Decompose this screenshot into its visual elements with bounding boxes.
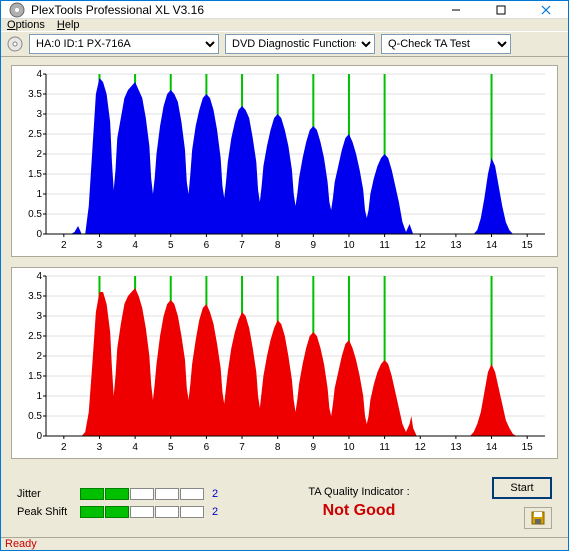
content-area: 00.511.522.533.5423456789101112131415 00… xyxy=(1,57,568,537)
chart-bottom: 0 0.5 1 1.5 2 2.5 3 3.5 4 2 3 4 5 6 7 8 9 10 11 12 13 14 15 xyxy=(11,267,558,459)
svg-text:0: 0 xyxy=(36,431,42,442)
peak-shift-label: Peak Shift xyxy=(17,506,72,518)
disc-icon xyxy=(7,36,23,52)
jitter-value: 2 xyxy=(212,488,226,500)
maximize-button[interactable] xyxy=(478,1,523,18)
segment xyxy=(155,488,179,500)
metrics: Jitter 2 Peak Shift 2 xyxy=(17,488,226,518)
segment xyxy=(155,506,179,518)
segment xyxy=(105,488,129,500)
svg-text:3.5: 3.5 xyxy=(28,89,42,100)
svg-text:1.5: 1.5 xyxy=(28,169,42,180)
app-window: PlexTools Professional XL V3.16 Options … xyxy=(0,0,569,551)
segment xyxy=(180,488,204,500)
svg-text:6: 6 xyxy=(204,240,210,251)
window-title: PlexTools Professional XL V3.16 xyxy=(31,3,433,17)
svg-text:1.5: 1.5 xyxy=(28,371,42,382)
svg-text:10: 10 xyxy=(343,442,355,453)
quality-label: TA Quality Indicator : xyxy=(246,486,472,498)
svg-text:14: 14 xyxy=(486,442,498,453)
menu-help[interactable]: Help xyxy=(57,19,80,31)
statusbar: Ready xyxy=(1,537,568,550)
segment xyxy=(180,506,204,518)
svg-text:3: 3 xyxy=(97,442,103,453)
segment xyxy=(130,506,154,518)
svg-text:4: 4 xyxy=(36,271,42,282)
menubar: Options Help xyxy=(1,19,568,31)
bottom-panel: Jitter 2 Peak Shift 2 TA Quality Indicat… xyxy=(11,469,558,533)
titlebar: PlexTools Professional XL V3.16 xyxy=(1,1,568,19)
svg-text:5: 5 xyxy=(168,442,174,453)
svg-text:3.5: 3.5 xyxy=(28,291,42,302)
svg-text:8: 8 xyxy=(275,442,281,453)
function-select[interactable]: DVD Diagnostic Functions xyxy=(225,34,375,54)
window-controls xyxy=(433,1,568,18)
svg-text:8: 8 xyxy=(275,240,281,251)
svg-text:2: 2 xyxy=(61,240,67,251)
svg-text:4: 4 xyxy=(132,442,138,453)
segment xyxy=(105,506,129,518)
jitter-label: Jitter xyxy=(17,488,72,500)
svg-text:12: 12 xyxy=(415,442,427,453)
quality-indicator: TA Quality Indicator : Not Good xyxy=(246,486,472,520)
save-icon-button[interactable] xyxy=(524,507,552,529)
svg-text:1: 1 xyxy=(36,391,42,402)
svg-text:0: 0 xyxy=(36,229,42,240)
segment xyxy=(80,506,104,518)
svg-text:10: 10 xyxy=(343,240,355,251)
svg-text:7: 7 xyxy=(239,442,245,453)
svg-text:6: 6 xyxy=(204,442,210,453)
status-text: Ready xyxy=(5,538,37,550)
svg-text:11: 11 xyxy=(379,442,390,453)
svg-text:3: 3 xyxy=(97,240,103,251)
svg-text:2: 2 xyxy=(61,442,67,453)
action-buttons: Start xyxy=(492,477,552,529)
svg-text:2: 2 xyxy=(36,149,42,160)
svg-text:12: 12 xyxy=(415,240,427,251)
svg-text:0.5: 0.5 xyxy=(28,411,42,422)
svg-text:3: 3 xyxy=(36,311,42,322)
svg-text:3: 3 xyxy=(36,109,42,120)
close-button[interactable] xyxy=(523,1,568,18)
jitter-segments xyxy=(80,488,204,500)
minimize-button[interactable] xyxy=(433,1,478,18)
svg-text:5: 5 xyxy=(168,240,174,251)
svg-text:2.5: 2.5 xyxy=(28,331,42,342)
svg-text:2.5: 2.5 xyxy=(28,129,42,140)
toolbar: HA:0 ID:1 PX-716A DVD Diagnostic Functio… xyxy=(1,31,568,57)
save-icon xyxy=(531,511,545,525)
svg-text:14: 14 xyxy=(486,240,498,251)
svg-text:9: 9 xyxy=(311,442,317,453)
svg-text:15: 15 xyxy=(522,240,534,251)
app-icon xyxy=(9,2,25,18)
test-select[interactable]: Q-Check TA Test xyxy=(381,34,511,54)
quality-value: Not Good xyxy=(246,502,472,520)
svg-text:4: 4 xyxy=(132,240,138,251)
svg-text:7: 7 xyxy=(239,240,245,251)
start-button[interactable]: Start xyxy=(492,477,552,499)
svg-text:4: 4 xyxy=(36,69,42,80)
drive-select[interactable]: HA:0 ID:1 PX-716A xyxy=(29,34,219,54)
svg-text:15: 15 xyxy=(522,442,534,453)
svg-text:13: 13 xyxy=(450,240,462,251)
peak-shift-value: 2 xyxy=(212,506,226,518)
segment xyxy=(80,488,104,500)
svg-text:11: 11 xyxy=(379,240,390,251)
segment xyxy=(130,488,154,500)
metric-jitter: Jitter 2 xyxy=(17,488,226,500)
svg-text:1: 1 xyxy=(36,189,42,200)
svg-text:13: 13 xyxy=(450,442,462,453)
peak-shift-segments xyxy=(80,506,204,518)
svg-text:9: 9 xyxy=(311,240,317,251)
svg-text:2: 2 xyxy=(36,351,42,362)
menu-options[interactable]: Options xyxy=(7,19,45,31)
chart-top: 0 0.5 1 1.5 2 2.5 3 3.5 4 2 3 4 5 6 7 8 9 10 11 12 13 14 15 xyxy=(11,65,558,257)
svg-text:0.5: 0.5 xyxy=(28,209,42,220)
metric-peak-shift: Peak Shift 2 xyxy=(17,506,226,518)
